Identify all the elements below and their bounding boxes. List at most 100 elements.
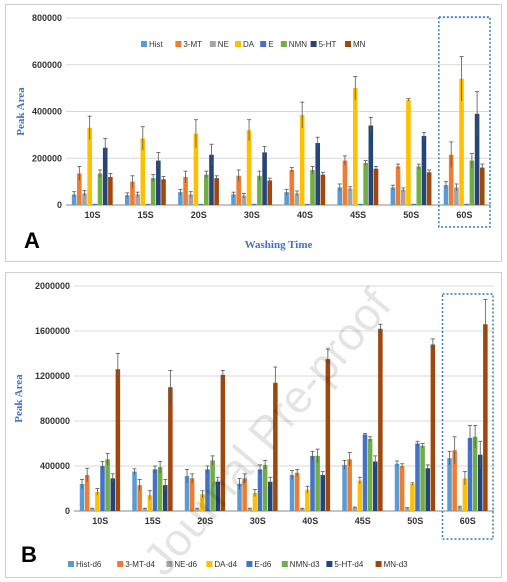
bar-MN-d3-15S [168,387,173,511]
legend-swatch [310,41,317,47]
y-tick-label: 800000 [40,416,70,426]
panel-a-chart: 0 200000 400000 600000 800000 10S 15S 20S 30S 40S… [5,4,502,262]
panel-label: B [21,542,37,567]
bar-NMN-d3-60S [472,436,478,511]
y-tick-label: 600000 [32,60,62,70]
x-tick-label: 15S [145,516,161,526]
bar-NMN-d3-10S [105,459,110,511]
bar-NE-d6-50S [405,508,410,511]
bar-3-MT-d4-60S [452,450,457,511]
legend-swatch [280,41,287,47]
bar-NMN-50S [416,166,422,205]
bar-DA-d4-20S [200,494,205,511]
bar-3-MT-d4-20S [189,478,195,511]
legend-label: 5-HT [319,40,337,49]
bar-DA-10S [87,127,92,205]
x-tick-label: 30S [250,516,266,526]
bar-DA-30S [246,130,252,205]
bar-Hist-d6-45S [342,464,347,511]
bar-NE-d6-10S [90,508,95,511]
y-tick-label: 0 [57,200,62,210]
bar-5-HT-d4-45S [372,461,378,511]
bar-E-d6-20S [205,469,210,511]
x-tick-label: 30S [244,210,260,220]
bar-MN-d3-50S [430,344,436,511]
bar-NMN-d3-20S [210,460,215,511]
bar-DA-60S [459,78,464,205]
bar-NE-d6-30S [247,508,253,511]
bar-MN-50S [426,172,432,205]
bar-MN-d3-60S [483,324,488,511]
x-axis-title: Washing Time [245,239,313,251]
legend-label: Hist [149,40,164,49]
watermark: Journal Pre-proof [133,279,401,579]
legend-swatch [175,41,182,47]
bar-MN-d3-30S [273,382,278,511]
bar-MN-d3-40S [325,359,331,511]
bar-E-50S [411,203,416,205]
bar-NE-d6-45S [352,507,358,511]
bar-3-MT-10S [77,173,82,205]
bar-DA-d4-50S [410,484,415,511]
bar-3-MT-d4-15S [137,485,142,511]
bar-3-MT-45S [342,160,348,205]
bar-5-HT-10S [102,147,108,205]
x-tick-label: 45S [355,516,371,526]
bar-MN-d3-20S [220,374,226,511]
x-tick-label: 20S [191,210,207,220]
bar-E-30S [251,203,257,205]
bar-NMN-d3-15S [157,467,163,511]
bar-Hist-15S [124,195,130,205]
bar-3-MT-d4-10S [84,475,90,511]
bar-NE-15S [135,194,140,205]
legend-swatch [68,561,74,567]
x-tick-label: 40S [297,210,313,220]
y-tick-label: 800000 [32,13,62,23]
legend-label: MN [353,40,366,49]
bar-DA-d4-10S [95,491,100,511]
bar-E-40S [305,203,310,205]
bar-5-HT-d4-40S [320,475,326,511]
bar-E-d6-40S [310,455,315,511]
bar-NE-10S [82,193,87,205]
bar-DA-d4-60S [462,478,468,511]
legend-swatch [345,41,351,47]
bar-Hist-50S [390,187,396,205]
bar-5-HT-15S [156,160,161,205]
bar-3-MT-d4-40S [294,472,300,511]
y-tick-label: 400000 [32,107,62,117]
bar-E-d6-60S [467,437,473,511]
bar-3-MT-30S [236,175,241,205]
bar-Hist-30S [231,194,236,205]
bar-E-10S [92,203,98,205]
y-axis-title: Peak Area [13,374,25,423]
bar-NMN-20S [203,174,209,205]
bar-NMN-40S [310,169,315,205]
bar-DA-50S [406,99,411,205]
bar-Hist-40S [284,192,289,205]
bar-NE-d6-40S [300,508,305,511]
bar-DA-45S [353,88,358,205]
bar-Hist-45S [337,187,343,205]
bar-NMN-30S [257,175,262,205]
x-tick-label: 50S [407,516,423,526]
legend-swatch [235,41,241,47]
bar-5-HT-d4-50S [425,468,431,511]
x-tick-label: 15S [138,210,154,220]
legend-swatch [141,41,147,47]
legend-label: 5-HT-d4 [334,560,363,569]
bar-MN-d3-10S [115,369,121,511]
bar-MN-30S [267,180,273,205]
bar-5-HT-d4-20S [215,481,221,511]
bar-NMN-45S [363,162,368,205]
legend-swatch [375,561,382,567]
bar-3-MT-60S [448,154,454,205]
legend-label: 3-MT-d4 [125,560,155,569]
legend-label: NMN [289,40,307,49]
bar-E-d6-30S [257,469,263,511]
x-tick-label: 20S [197,516,213,526]
bar-E-d6-15S [152,469,158,511]
bar-E-d6-45S [362,434,368,511]
y-tick-label: 0 [65,506,70,516]
bar-NE-d6-60S [457,507,463,511]
